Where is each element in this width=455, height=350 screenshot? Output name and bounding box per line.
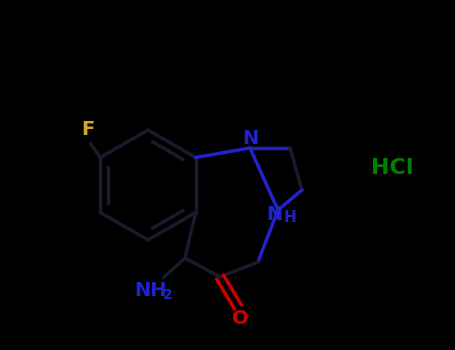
Text: NH: NH [134,280,166,300]
Text: HCl: HCl [371,158,413,178]
Text: F: F [82,120,95,139]
Text: O: O [232,309,248,329]
Text: N: N [266,205,282,224]
Text: H: H [283,210,296,225]
Text: 2: 2 [163,288,173,302]
Text: N: N [242,128,258,147]
